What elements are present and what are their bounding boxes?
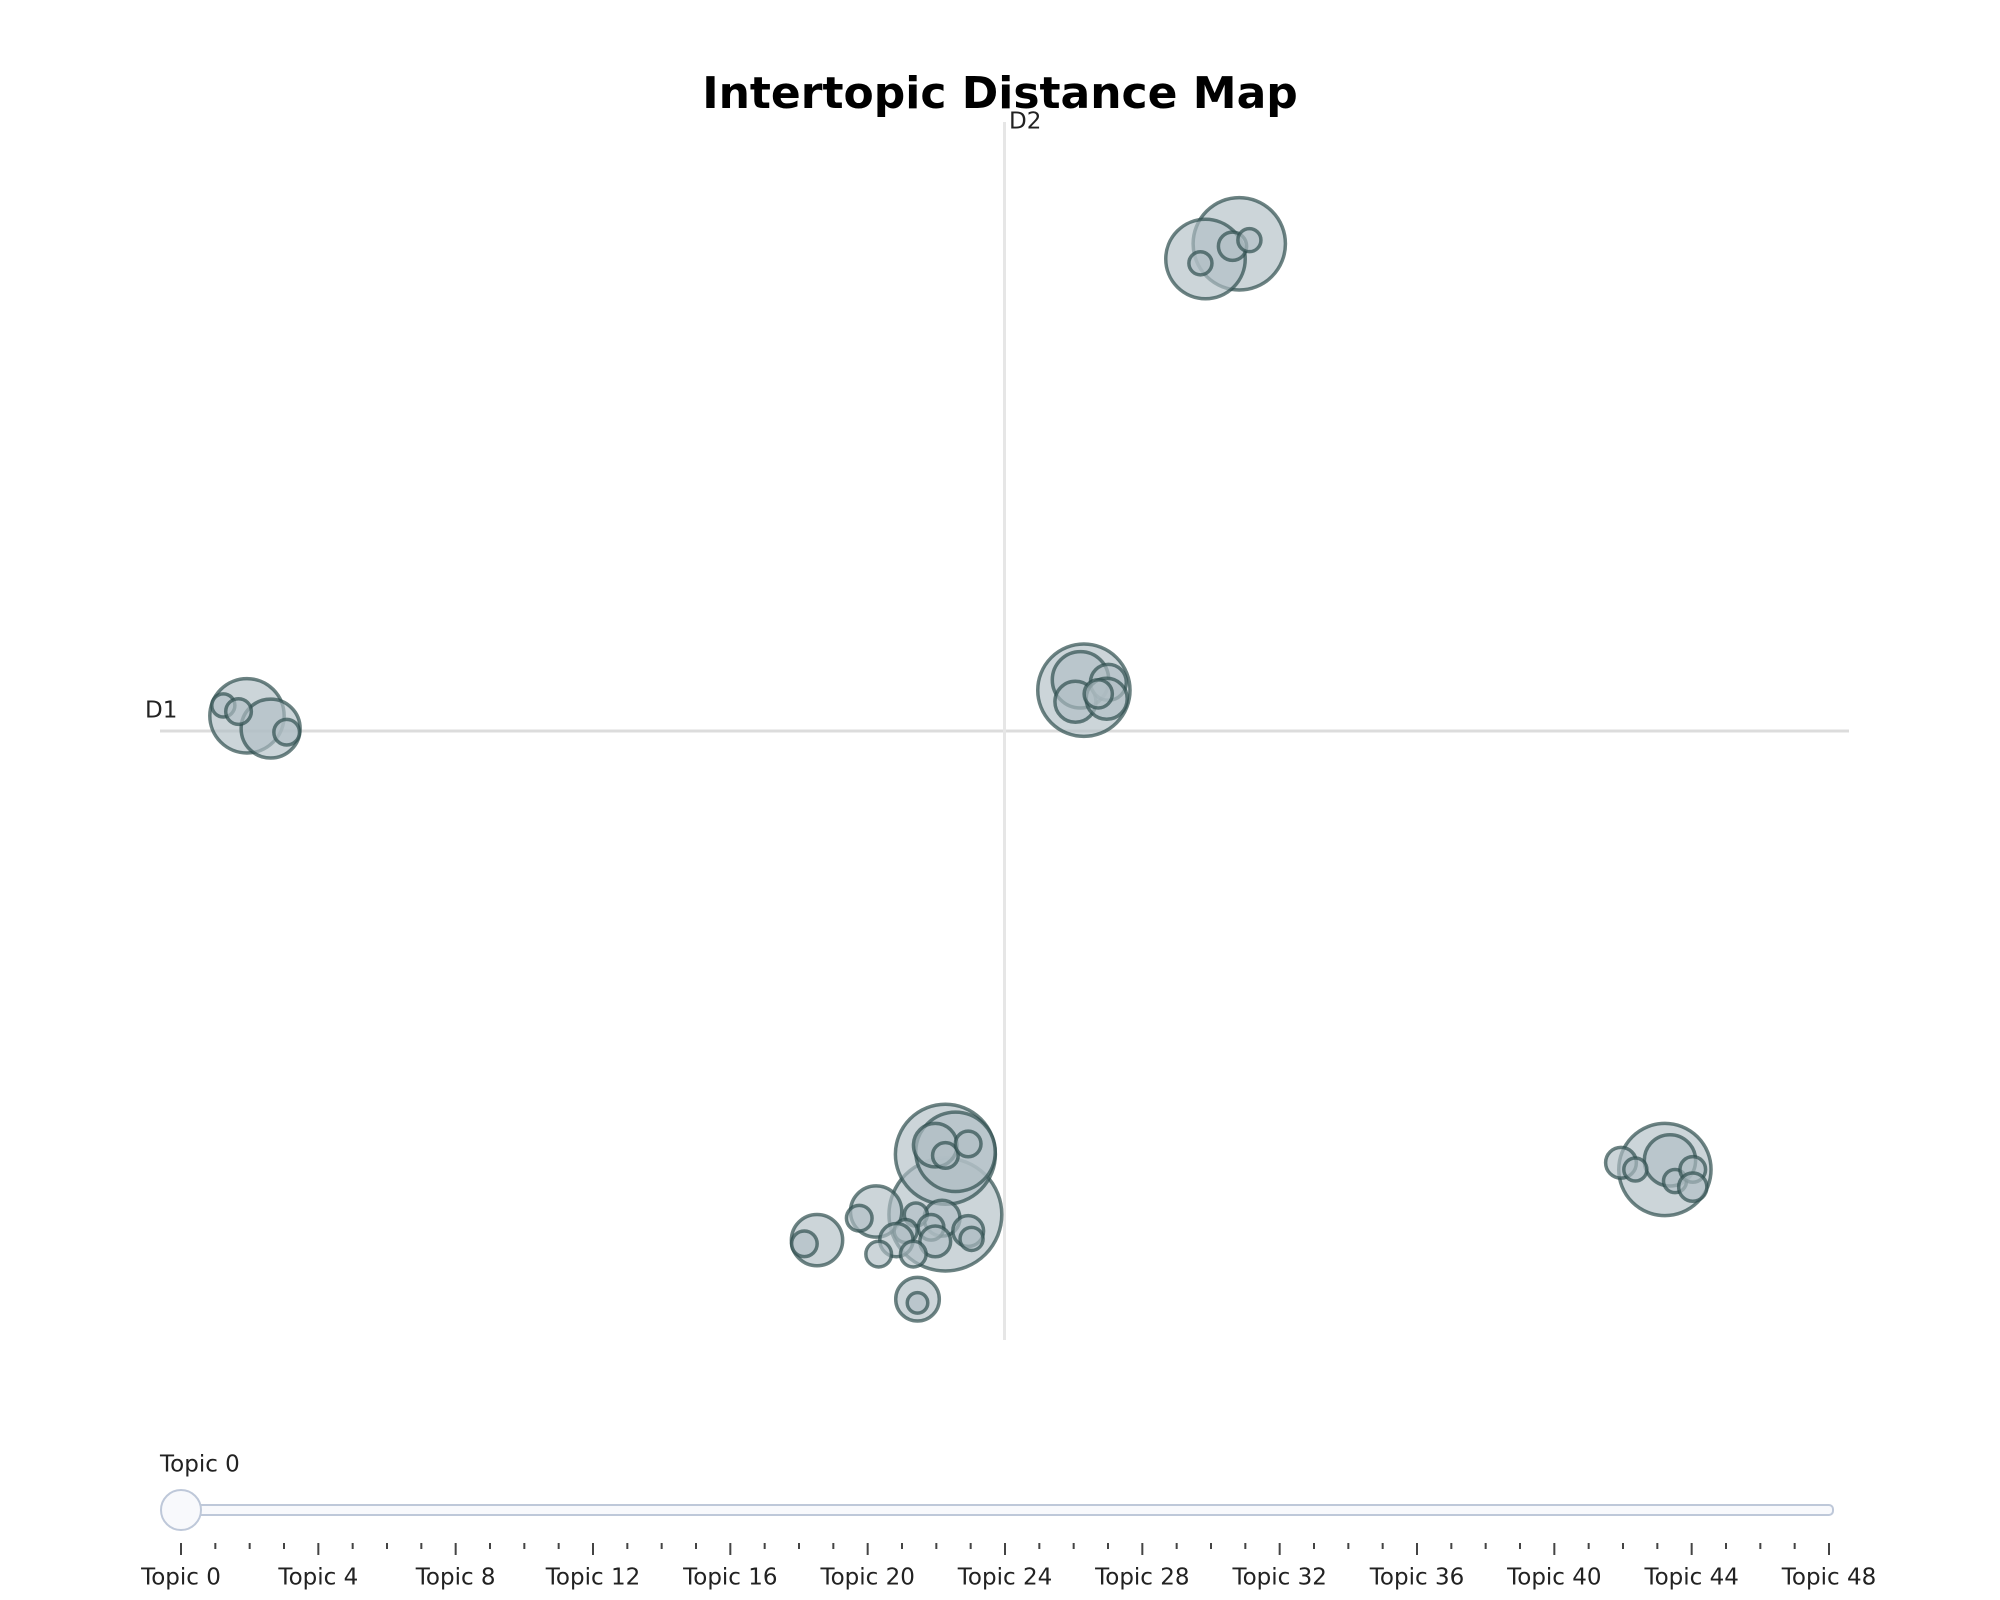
topic-bubble[interactable] <box>898 1239 928 1269</box>
topic-bubble[interactable] <box>958 1225 985 1253</box>
topic-bubble[interactable] <box>1236 226 1263 254</box>
topic-bubble[interactable] <box>1676 1171 1709 1203</box>
topic-bubble[interactable] <box>272 717 302 747</box>
slider-tick-label[interactable]: Topic 48 <box>1781 1565 1876 1591</box>
slider-tick-label[interactable]: Topic 44 <box>1643 1565 1738 1591</box>
slider-label: Topic 0 <box>159 1452 240 1478</box>
chart-title: Intertopic Distance Map <box>702 68 1298 119</box>
slider-tick-label[interactable]: Topic 32 <box>1231 1565 1326 1591</box>
topic-bubble[interactable] <box>905 1290 930 1315</box>
topic-bubble[interactable] <box>953 1129 983 1159</box>
topic-bubble[interactable] <box>223 696 254 727</box>
slider-tick-label[interactable]: Topic 8 <box>415 1565 496 1591</box>
slider-tick-label[interactable]: Topic 24 <box>957 1565 1052 1591</box>
topic-bubble[interactable] <box>930 1140 960 1171</box>
slider-tick-label[interactable]: Topic 0 <box>140 1565 221 1591</box>
slider-track[interactable] <box>180 1504 1834 1516</box>
y-axis-label: D2 <box>1009 109 1041 135</box>
slider-handle[interactable] <box>160 1489 202 1531</box>
slider-tick-label[interactable]: Topic 12 <box>545 1565 640 1591</box>
slider-tick-label[interactable]: Topic 16 <box>682 1565 777 1591</box>
topic-bubble[interactable] <box>789 1229 819 1259</box>
topic-bubble[interactable] <box>1187 250 1214 277</box>
topic-bubble[interactable] <box>864 1239 894 1269</box>
slider-tick-label[interactable]: Topic 4 <box>277 1565 358 1591</box>
topic-bubble[interactable] <box>1082 677 1115 710</box>
slider-tick-label[interactable]: Topic 20 <box>819 1565 914 1591</box>
slider-tick-label[interactable]: Topic 40 <box>1506 1565 1601 1591</box>
slider-tick-label[interactable]: Topic 36 <box>1369 1565 1464 1591</box>
topic-bubble[interactable] <box>844 1203 874 1233</box>
slider-tick-label[interactable]: Topic 28 <box>1094 1565 1189 1591</box>
x-axis-label: D1 <box>145 698 177 724</box>
topic-bubble[interactable] <box>1622 1156 1649 1183</box>
